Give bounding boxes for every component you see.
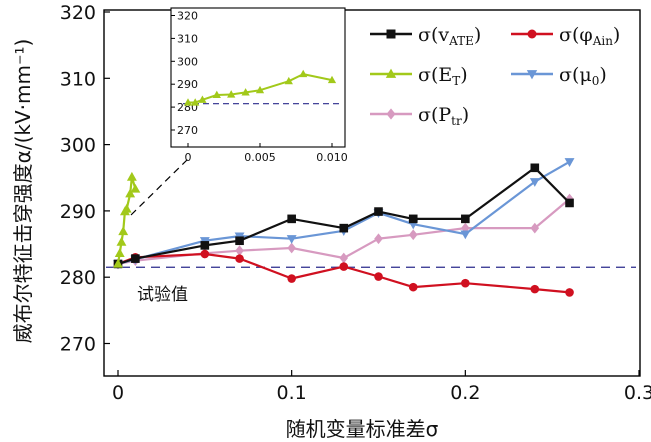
series-point-Ptr xyxy=(408,229,418,241)
series-point-ET xyxy=(114,248,125,257)
inset-y-tick-label: 300 xyxy=(177,55,198,68)
legend-label: σ(Ptr) xyxy=(418,104,469,128)
series-point-phiAin xyxy=(235,254,244,263)
inset-series-point xyxy=(212,90,221,99)
series-point-Ptr xyxy=(530,222,540,234)
inset-y-tick-label: 310 xyxy=(177,32,198,45)
series-point-ET xyxy=(126,171,137,181)
series-point-mu0 xyxy=(460,230,471,240)
y-axis-title: 威布尔特征击穿强度α/(kV·mm⁻¹) xyxy=(11,39,35,344)
legend-marker xyxy=(385,68,397,78)
inset-connector xyxy=(130,156,191,216)
inset-x-tick-label: 0 xyxy=(185,151,192,164)
series-point-phiAin xyxy=(374,272,383,281)
inset-y-tick-label: 270 xyxy=(177,124,198,137)
inset-y-tick-label: 290 xyxy=(177,78,198,91)
inset-series-point xyxy=(284,76,293,85)
series-point-vATE xyxy=(374,207,383,216)
series-point-ET xyxy=(125,188,136,198)
inset-series-point xyxy=(198,95,207,103)
reference-label: 试验值 xyxy=(137,285,188,305)
series-point-mu0 xyxy=(564,158,575,167)
series-line-vATE xyxy=(117,166,571,265)
legend-item-ET: σ(ET) xyxy=(370,64,468,88)
y-tick-label: 280 xyxy=(60,267,96,289)
series-point-phiAin xyxy=(530,284,540,294)
legend-marker xyxy=(386,29,396,39)
series-point-vATE xyxy=(565,198,574,208)
y-tick-label: 270 xyxy=(60,334,96,356)
inset-series-point xyxy=(227,90,236,98)
series-point-Ptr xyxy=(235,245,244,257)
legend: σ(vATE) σ(φAin) σ(ET) σ(μ0) σ(Ptr) xyxy=(370,24,620,128)
series-point-phiAin xyxy=(287,274,296,283)
series-point-vATE xyxy=(408,214,418,224)
legend-item-Ptr: σ(Ptr) xyxy=(370,104,469,128)
series-point-phiAin xyxy=(200,249,210,259)
series-point-vATE xyxy=(131,254,140,263)
legend-label: σ(vATE) xyxy=(418,24,481,48)
legend-label: σ(φAin) xyxy=(559,24,620,48)
inset-series-point xyxy=(255,85,265,94)
series-point-phiAin xyxy=(339,262,349,271)
x-tick-label: 0 xyxy=(112,382,124,404)
series-point-ET xyxy=(116,236,127,246)
series-point-vATE xyxy=(461,214,470,224)
series-point-Ptr xyxy=(374,233,383,245)
x-axis-title: 随机变量标准差σ xyxy=(286,417,439,441)
inset-series-point xyxy=(183,98,193,106)
legend-marker xyxy=(527,29,537,39)
legend-item-vATE: σ(vATE) xyxy=(370,24,481,48)
y-tick-label: 320 xyxy=(60,2,96,24)
series-point-ET xyxy=(130,183,141,193)
x-tick-label: 0.1 xyxy=(277,382,307,404)
main-plot: 270 280 290 300 310 320 0 0.1 0.2 0.3 随机变量标准差σ 威布尔特… xyxy=(11,2,651,441)
series-point-phiAin xyxy=(565,288,574,297)
x-tick-label: 0.3 xyxy=(624,382,651,404)
y-tick-label: 300 xyxy=(60,135,96,157)
legend-item-mu0: σ(μ0) xyxy=(511,64,607,88)
y-tick-label: 310 xyxy=(60,68,96,90)
series-point-vATE xyxy=(287,214,296,224)
plot-frame xyxy=(103,9,641,377)
inset-y-tick-label: 320 xyxy=(177,10,198,23)
series-point-vATE xyxy=(530,163,540,173)
legend-marker xyxy=(526,70,538,80)
series-point-ET xyxy=(121,203,132,213)
series-point-vATE xyxy=(200,241,210,250)
legend-item-phiAin: σ(φAin) xyxy=(511,24,620,48)
series-point-Ptr xyxy=(339,252,349,264)
series-point-ET xyxy=(118,226,129,236)
legend-label: σ(ET) xyxy=(418,64,468,88)
series-point-ET xyxy=(113,258,123,268)
legend-marker xyxy=(386,108,396,120)
series-point-Ptr xyxy=(287,242,296,254)
series-point-phiAin xyxy=(461,278,470,288)
legend-label: σ(μ0) xyxy=(559,64,607,88)
inset-series-point xyxy=(299,69,308,78)
series-point-mu0 xyxy=(286,235,297,244)
y-tick-label: 290 xyxy=(60,201,96,223)
series-point-phiAin xyxy=(408,282,418,292)
series-point-vATE xyxy=(235,236,244,246)
x-tick-label: 0.2 xyxy=(450,382,480,404)
series-point-mu0 xyxy=(529,178,540,187)
inset-series-point xyxy=(191,98,200,106)
series-point-vATE xyxy=(339,223,349,233)
inset-series-point xyxy=(327,75,337,84)
inset-series-line xyxy=(188,73,333,104)
inset-x-tick-label: 0.010 xyxy=(316,151,348,164)
inset-series-point xyxy=(241,88,250,96)
inset-x-tick-label: 0.005 xyxy=(244,151,276,164)
